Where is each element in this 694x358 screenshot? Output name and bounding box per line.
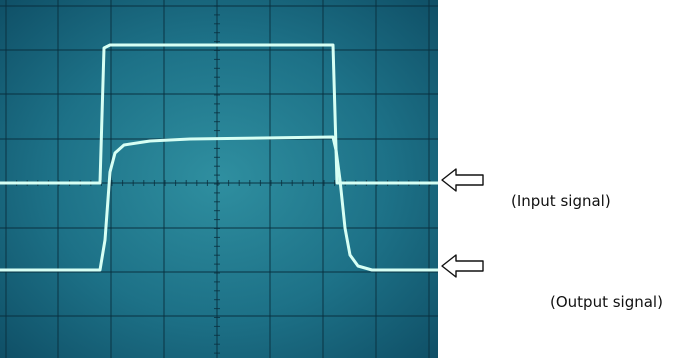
left-arrow-icon <box>441 254 484 278</box>
signal-traces <box>0 43 438 272</box>
output-signal-trace <box>0 135 438 272</box>
oscilloscope-screen <box>0 0 438 358</box>
graticule-grid <box>0 0 438 358</box>
left-arrow-icon <box>441 168 484 192</box>
input-signal-caption: (Input signal) <box>511 192 611 210</box>
output-signal-caption: (Output signal) <box>550 293 663 311</box>
input-signal-trace <box>0 43 438 185</box>
oscilloscope-display <box>0 0 438 358</box>
